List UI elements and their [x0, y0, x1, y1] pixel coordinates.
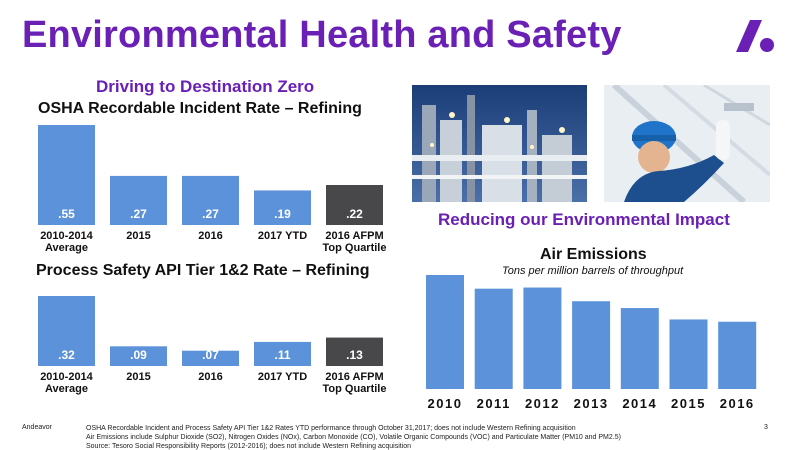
bar	[38, 125, 95, 225]
bar	[254, 190, 311, 225]
footnote-line: Air Emissions include Sulphur Dioxide (S…	[86, 434, 621, 441]
bar	[474, 288, 513, 389]
bar	[669, 319, 708, 389]
andeavor-logo-icon	[736, 20, 774, 52]
footnote-line: OSHA Recordable Incident and Process Saf…	[86, 425, 576, 432]
category-label: 2017 YTD	[258, 371, 307, 383]
bar	[523, 287, 562, 389]
bar	[110, 175, 167, 225]
category-label: Average	[45, 242, 88, 254]
bar	[572, 301, 611, 389]
category-label: Top Quartile	[323, 242, 387, 254]
bar	[326, 185, 383, 225]
category-label: 2011	[477, 396, 511, 411]
category-label: 2012	[525, 396, 560, 411]
bar	[620, 308, 659, 389]
category-label: 2015	[126, 230, 150, 242]
category-label: 2010-2014	[40, 371, 93, 383]
bar	[326, 337, 383, 366]
bar-value-label: .27	[130, 207, 147, 221]
worker-hardhat-photo	[604, 85, 770, 202]
refinery-night-photo	[412, 85, 587, 202]
footer-brand: Andeavor	[22, 424, 52, 431]
category-label: 2014	[622, 396, 657, 411]
bar-value-label: .55	[58, 207, 75, 221]
category-label: 2016 AFPM	[325, 371, 383, 383]
bar	[718, 321, 757, 389]
bar	[254, 341, 311, 366]
footnote-line: Source: Tesoro Social Responsibility Rep…	[86, 443, 412, 450]
category-label: 2016	[198, 230, 222, 242]
bar	[110, 346, 167, 366]
bar-value-label: .32	[58, 348, 75, 362]
bar-value-label: .22	[346, 207, 363, 221]
category-label: 2010-2014	[40, 230, 93, 242]
category-label: 2015	[126, 371, 150, 383]
category-label: 2017 YTD	[258, 230, 307, 242]
bar	[182, 350, 239, 366]
bar-value-label: .27	[202, 207, 219, 221]
air-emissions-chart-title: Air Emissions	[540, 246, 647, 263]
process-safety-chart-title: Process Safety API Tier 1&2 Rate – Refin…	[36, 262, 370, 279]
category-label: 2010	[428, 396, 463, 411]
subtitle-destination-zero: Driving to Destination Zero	[96, 77, 315, 96]
bar	[38, 296, 95, 366]
category-label: 2016	[720, 396, 755, 411]
subtitle-environmental-impact: Reducing our Environmental Impact	[438, 210, 730, 229]
footnotes: OSHA Recordable Incident and Process Saf…	[86, 424, 621, 450]
category-label: 2013	[574, 396, 609, 411]
category-label: Average	[45, 383, 88, 395]
bar-value-label: .11	[274, 348, 290, 362]
osha-chart-title: OSHA Recordable Incident Rate – Refining	[38, 100, 362, 117]
bar-value-label: .19	[274, 207, 291, 221]
bar-value-label: .07	[202, 348, 219, 362]
page-number: 3	[764, 424, 768, 431]
slide-title: Environmental Health and Safety	[22, 14, 622, 56]
category-label: 2016	[198, 371, 222, 383]
category-label: Top Quartile	[323, 383, 387, 395]
category-label: 2016 AFPM	[325, 230, 383, 242]
bar-value-label: .09	[130, 348, 147, 362]
bar-value-label: .13	[346, 348, 363, 362]
bar	[426, 275, 464, 389]
air-emissions-chart-subtitle: Tons per million barrels of throughput	[502, 265, 684, 277]
category-label: 2015	[671, 396, 706, 411]
bar	[182, 175, 239, 225]
air-emissions-chart: 2010 2011 2012 2013 2014 2015 2016	[426, 275, 757, 411]
